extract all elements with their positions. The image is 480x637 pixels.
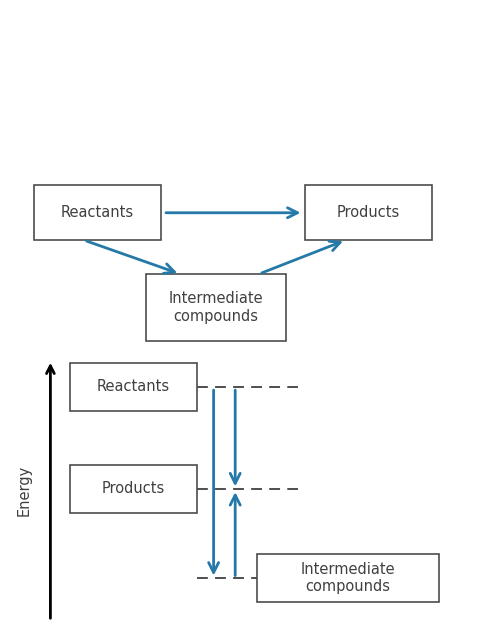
Text: Intermediate
compounds: Intermediate compounds: [300, 562, 396, 594]
Bar: [305, 185, 432, 240]
Text: Intermediate
compounds: Intermediate compounds: [168, 291, 264, 324]
Bar: [257, 554, 439, 602]
Text: Products: Products: [337, 205, 400, 220]
Bar: [146, 274, 286, 341]
Text: Energy: Energy: [16, 465, 32, 516]
Text: Reactants: Reactants: [96, 380, 170, 394]
Text: Products: Products: [102, 482, 165, 496]
Bar: [70, 465, 197, 513]
Text: Reactants: Reactants: [60, 205, 134, 220]
Bar: [34, 185, 161, 240]
Bar: [70, 363, 197, 411]
